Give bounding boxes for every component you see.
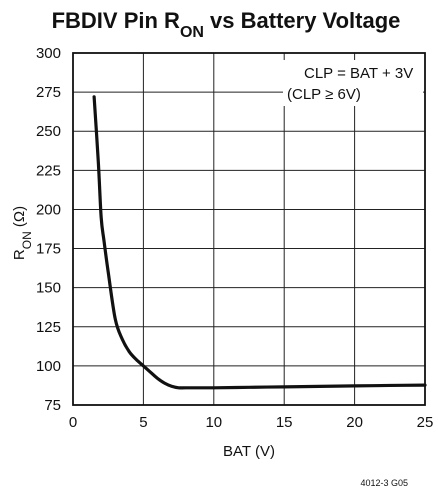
y-tick-label: 300: [36, 45, 61, 62]
y-tick-label: 225: [36, 162, 61, 179]
y-axis-label: RON (Ω): [11, 206, 34, 260]
chart-title: FBDIV Pin RON vs Battery Voltage: [52, 8, 401, 41]
y-axis-ticks: 75 100 125 150 175 200 225 250 275 300: [36, 45, 61, 414]
x-tick-label: 20: [346, 414, 363, 431]
annotation-line-1: CLP = BAT + 3V: [304, 65, 413, 82]
x-tick-label: 0: [69, 414, 77, 431]
y-tick-label: 150: [36, 280, 61, 297]
x-axis-label: BAT (V): [223, 443, 275, 460]
x-tick-label: 15: [276, 414, 293, 431]
x-axis-ticks: 0 5 10 15 20 25: [69, 414, 434, 431]
x-tick-label: 25: [417, 414, 434, 431]
x-tick-label: 5: [139, 414, 147, 431]
x-tick-label: 10: [205, 414, 222, 431]
figure-id: 4012-3 G05: [360, 478, 408, 488]
y-tick-label: 250: [36, 123, 61, 140]
plot-frame: [72, 52, 426, 406]
annotation-line-2: (CLP ≥ 6V): [287, 86, 361, 103]
y-tick-label: 100: [36, 358, 61, 375]
y-tick-label: 75: [44, 397, 61, 414]
annotation-background: [283, 60, 423, 106]
y-tick-label: 275: [36, 84, 61, 101]
y-tick-label: 125: [36, 319, 61, 336]
y-tick-label: 200: [36, 201, 61, 218]
series-line-ron: [92, 95, 427, 390]
grid: [73, 53, 425, 405]
y-tick-label: 175: [36, 241, 61, 258]
